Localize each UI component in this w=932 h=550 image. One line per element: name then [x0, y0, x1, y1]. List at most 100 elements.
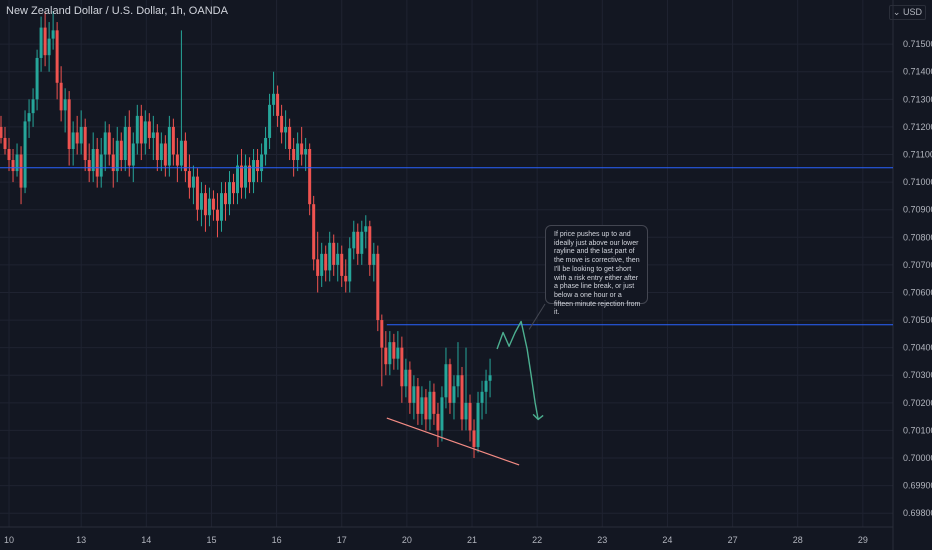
candle-body [127, 126, 131, 166]
candle-body [219, 193, 223, 221]
candle-body [191, 176, 195, 188]
candle-body [67, 99, 71, 149]
candle-body [115, 140, 119, 172]
candle-body [340, 253, 344, 276]
candle-body [388, 342, 392, 365]
candle-body [256, 160, 260, 172]
candle-body [155, 132, 159, 161]
candle-body [103, 132, 107, 155]
candle-body [183, 140, 187, 172]
candle-body [19, 154, 23, 188]
candle-body [476, 402, 480, 447]
candle-body [139, 115, 143, 144]
candle-body [99, 154, 103, 177]
candle-body [380, 320, 384, 348]
candle-body [448, 364, 452, 403]
time-tick-label: 16 [272, 535, 282, 545]
candle-body [428, 391, 432, 420]
candle-body [147, 121, 151, 138]
candle-body [320, 253, 324, 276]
projection-arrowhead [532, 413, 544, 421]
candle-body [276, 93, 280, 116]
candle-body [151, 132, 155, 138]
time-axis[interactable]: 10 13 14 15 16 17 20 21 22 23 24 27 28 29 [4, 535, 868, 545]
time-tick-label: 20 [402, 535, 412, 545]
candle-body [143, 121, 147, 144]
candle-body [3, 137, 7, 149]
drawings[interactable] [0, 167, 893, 466]
candle-body [244, 165, 248, 188]
candle-body [296, 143, 300, 161]
candle-body [284, 126, 288, 133]
callout-pointer [528, 303, 546, 330]
candle-body [240, 165, 244, 188]
candle-body [215, 209, 219, 221]
candle-body [356, 231, 360, 254]
candle-body [131, 143, 135, 166]
candle-body [159, 143, 163, 161]
candle-body [456, 375, 460, 387]
candle-body [364, 226, 368, 232]
price-tick-label: 0.69800 [903, 508, 932, 518]
candle-body [47, 38, 51, 56]
candle-body [91, 148, 95, 172]
support-trendline [386, 417, 520, 466]
candle-body [175, 154, 179, 166]
symbol-title[interactable]: New Zealand Dollar / U.S. Dollar, 1h, OA… [6, 5, 228, 17]
candle-body [107, 132, 111, 155]
candle-body [39, 27, 43, 58]
grid-lines [0, 0, 893, 527]
candle-body [392, 342, 396, 359]
candle-body [332, 242, 336, 265]
candle-body [187, 171, 191, 188]
candle-body [87, 160, 91, 172]
time-tick-label: 23 [597, 535, 607, 545]
candle-body [248, 165, 252, 183]
candle-body [211, 198, 215, 210]
candle-body [396, 347, 400, 359]
candle-body [348, 248, 352, 282]
candle-body [195, 176, 199, 210]
candle-body [444, 364, 448, 398]
annotation-callout[interactable]: If price pushes up to and ideally just a… [545, 225, 648, 316]
candle-body [436, 413, 440, 431]
candle-body [488, 375, 492, 381]
candle-body [207, 198, 211, 216]
candle-body [372, 253, 376, 265]
candle-body [264, 137, 268, 155]
candle-body [51, 30, 55, 39]
candle-body [312, 204, 316, 260]
candle-body [272, 93, 276, 105]
candle-body [135, 115, 139, 144]
candle-body [432, 391, 436, 414]
currency-label[interactable]: ⌄ USD [888, 5, 926, 20]
candle-body [260, 154, 264, 172]
candle-body [268, 104, 272, 138]
candle-body [480, 391, 484, 403]
candle-body [83, 126, 87, 161]
candle-body [420, 397, 424, 414]
candle-body [464, 402, 468, 420]
candle-body [111, 154, 115, 172]
candle-body [119, 140, 123, 161]
candle-body [179, 140, 183, 166]
candle-body [416, 386, 420, 414]
candle-body [460, 375, 464, 420]
candle-body [344, 275, 348, 282]
candle-body [167, 126, 171, 166]
time-tick-label: 29 [858, 535, 868, 545]
candle-body [123, 126, 127, 161]
candle-body [300, 143, 304, 155]
candle-body [468, 402, 472, 431]
currency-dropdown-icon: ⌄ [892, 7, 901, 17]
candle-body [232, 182, 236, 194]
